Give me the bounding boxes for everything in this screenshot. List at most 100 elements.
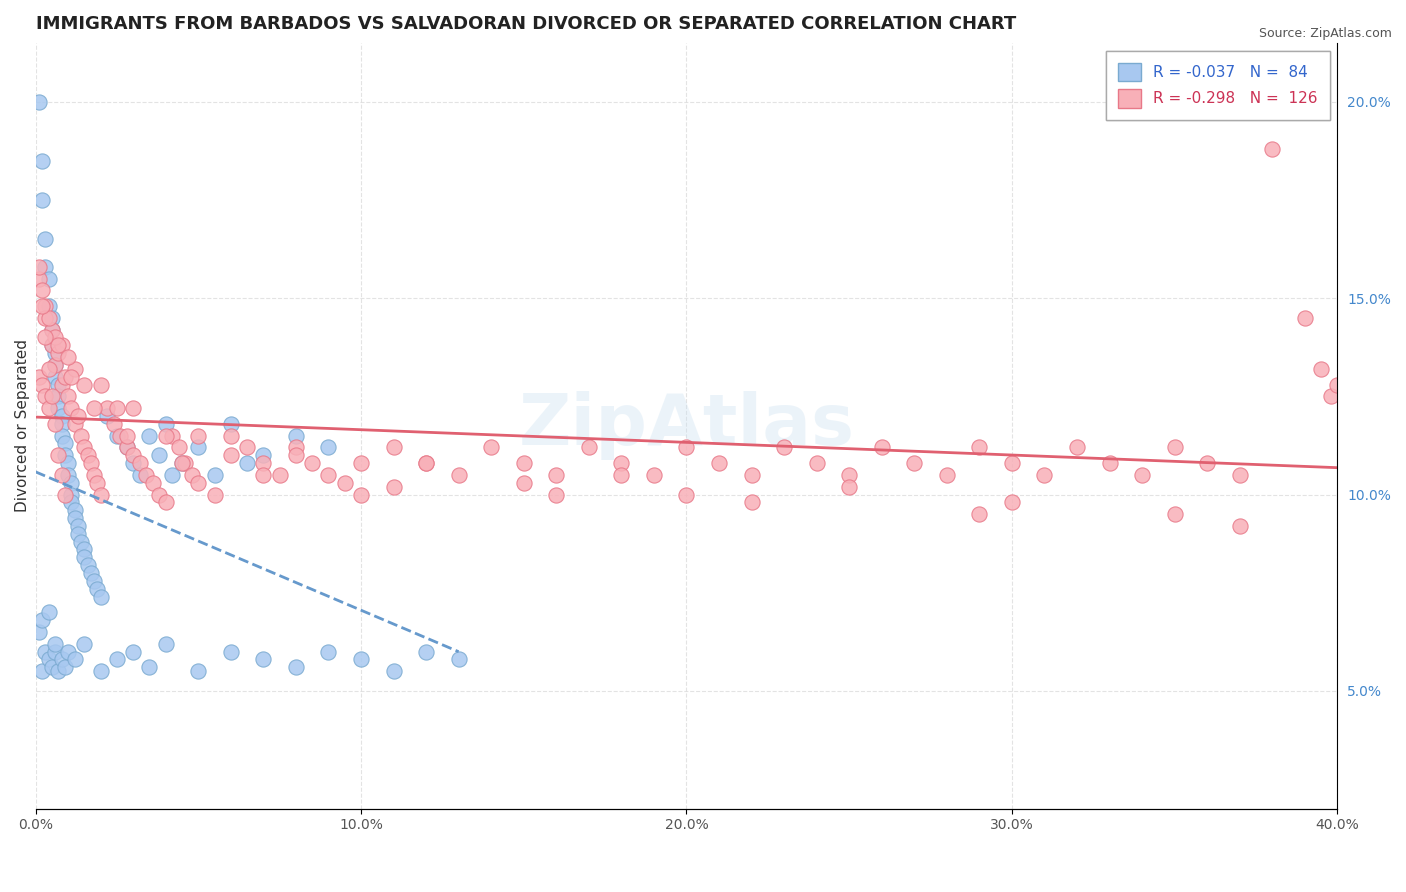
Point [28,271,51,285]
Point [76,448,98,462]
Point [34,310,56,325]
Point [1310,361,1333,376]
Point [38,299,60,313]
Point [31,153,53,168]
Point [44,358,66,372]
Point [236,441,259,455]
Point [773,441,796,455]
Point [34,299,56,313]
Point [155,637,177,651]
Point [170,456,193,470]
Point [56,350,79,364]
Point [44,358,66,372]
Point [46,401,69,416]
Point [66,409,89,423]
Point [63,652,86,666]
Point [90,590,112,604]
Point [382,441,405,455]
Point [1001,495,1024,509]
Point [46,448,69,462]
Point [73,542,96,557]
Point [1163,441,1185,455]
Point [51,377,73,392]
Point [31,613,53,627]
Point [284,448,307,462]
Point [1229,519,1251,533]
Point [41,660,63,674]
Point [28,624,51,639]
Point [170,456,193,470]
Point [415,456,437,470]
Point [903,456,925,470]
Point [162,428,184,442]
Point [34,644,56,658]
Point [122,448,145,462]
Y-axis label: Divorced or Separated: Divorced or Separated [15,339,30,512]
Point [148,487,170,501]
Point [73,441,96,455]
Point [350,652,373,666]
Point [219,417,242,431]
Point [60,369,83,384]
Point [53,448,76,462]
Point [115,428,138,442]
Point [90,377,112,392]
Point [415,456,437,470]
Point [38,605,60,619]
Point [741,495,763,509]
Point [90,487,112,501]
Point [1294,310,1316,325]
Point [86,582,108,596]
Point [83,401,105,416]
Point [1320,389,1343,403]
Point [51,467,73,482]
Point [63,503,86,517]
Point [63,361,86,376]
Point [142,475,165,490]
Point [167,441,190,455]
Point [31,283,53,297]
Point [41,310,63,325]
Point [60,487,83,501]
Point [610,467,633,482]
Point [34,330,56,344]
Point [128,467,150,482]
Point [44,330,66,344]
Point [204,487,226,501]
Point [969,441,991,455]
Point [180,467,202,482]
Point [44,644,66,658]
Point [51,417,73,431]
Point [969,507,991,521]
Point [63,511,86,525]
Point [838,480,860,494]
Point [90,664,112,678]
Point [128,456,150,470]
Point [350,456,373,470]
Point [122,644,145,658]
Point [382,480,405,494]
Point [115,441,138,455]
Point [333,475,356,490]
Point [252,467,274,482]
Point [187,428,209,442]
Point [56,467,79,482]
Point [34,232,56,246]
Point [252,652,274,666]
Point [513,456,536,470]
Point [284,428,307,442]
Point [73,377,96,392]
Point [236,456,259,470]
Point [122,401,145,416]
Text: IMMIGRANTS FROM BARBADOS VS SALVADORAN DIVORCED OR SEPARATED CORRELATION CHART: IMMIGRANTS FROM BARBADOS VS SALVADORAN D… [35,15,1015,33]
Point [806,456,828,470]
Point [546,467,568,482]
Point [60,401,83,416]
Point [155,428,177,442]
Point [1326,377,1348,392]
Point [707,456,730,470]
Point [46,377,69,392]
Point [318,644,340,658]
Point [56,389,79,403]
Point [31,664,53,678]
